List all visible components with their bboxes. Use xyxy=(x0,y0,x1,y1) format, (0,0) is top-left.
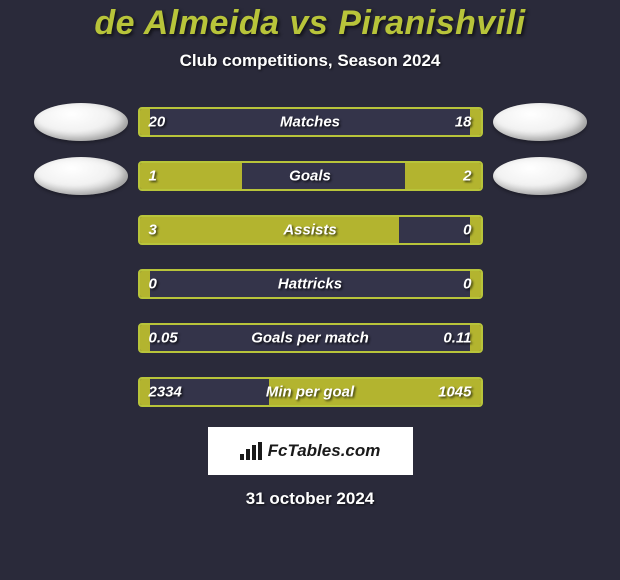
bar-fill-right xyxy=(470,217,480,243)
stat-value-left: 20 xyxy=(149,114,166,131)
stat-value-right: 2 xyxy=(463,168,471,185)
avatar-spacer xyxy=(493,265,587,303)
subtitle: Club competitions, Season 2024 xyxy=(0,51,620,71)
stat-bar: 3 0 Assists xyxy=(138,215,483,245)
player-left-avatar xyxy=(34,103,128,141)
stat-label: Hattricks xyxy=(278,276,342,293)
stat-label: Goals xyxy=(289,168,331,185)
stat-bar: 0 0 Hattricks xyxy=(138,269,483,299)
bar-fill-right xyxy=(470,109,480,135)
bar-fill-left xyxy=(140,217,399,243)
stat-value-right: 0 xyxy=(463,276,471,293)
avatar-spacer xyxy=(493,211,587,249)
stat-bar: 1 2 Goals xyxy=(138,161,483,191)
stat-label: Assists xyxy=(283,222,336,239)
stat-row: 20 18 Matches xyxy=(0,103,620,141)
avatar-spacer xyxy=(34,373,128,411)
stat-row: 3 0 Assists xyxy=(0,211,620,249)
stat-value-right: 1045 xyxy=(438,384,471,401)
stat-label: Min per goal xyxy=(266,384,354,401)
stat-value-left: 0.05 xyxy=(149,330,178,347)
avatar-spacer xyxy=(34,211,128,249)
stat-bar: 20 18 Matches xyxy=(138,107,483,137)
stat-row: 2334 1045 Min per goal xyxy=(0,373,620,411)
stat-value-right: 18 xyxy=(455,114,472,131)
stat-value-left: 2334 xyxy=(149,384,182,401)
player-left-avatar xyxy=(34,157,128,195)
stat-label: Goals per match xyxy=(251,330,369,347)
avatar-spacer xyxy=(34,265,128,303)
avatar-spacer xyxy=(493,373,587,411)
stat-value-right: 0 xyxy=(463,222,471,239)
player-right-avatar xyxy=(493,157,587,195)
stat-value-left: 3 xyxy=(149,222,157,239)
brand-badge: FcTables.com xyxy=(208,427,413,475)
avatar-spacer xyxy=(493,319,587,357)
bar-fill-right xyxy=(470,325,480,351)
page-title: de Almeida vs Piranishvili xyxy=(0,4,620,43)
stat-row: 0.05 0.11 Goals per match xyxy=(0,319,620,357)
stat-bar: 2334 1045 Min per goal xyxy=(138,377,483,407)
stat-bar: 0.05 0.11 Goals per match xyxy=(138,323,483,353)
stats-list: 20 18 Matches 1 2 Goals 3 0 Assists 0 0 Hattricks 0.… xyxy=(0,103,620,411)
stat-label: Matches xyxy=(280,114,340,131)
comparison-card: de Almeida vs Piranishvili Club competit… xyxy=(0,0,620,580)
brand-text: FcTables.com xyxy=(268,441,381,461)
barchart-icon xyxy=(240,442,262,460)
stat-value-left: 0 xyxy=(149,276,157,293)
stat-value-right: 0.11 xyxy=(443,330,471,347)
stat-value-left: 1 xyxy=(149,168,157,185)
stat-row: 1 2 Goals xyxy=(0,157,620,195)
avatar-spacer xyxy=(34,319,128,357)
bar-fill-right xyxy=(470,271,480,297)
date-label: 31 october 2024 xyxy=(0,489,620,509)
player-right-avatar xyxy=(493,103,587,141)
stat-row: 0 0 Hattricks xyxy=(0,265,620,303)
